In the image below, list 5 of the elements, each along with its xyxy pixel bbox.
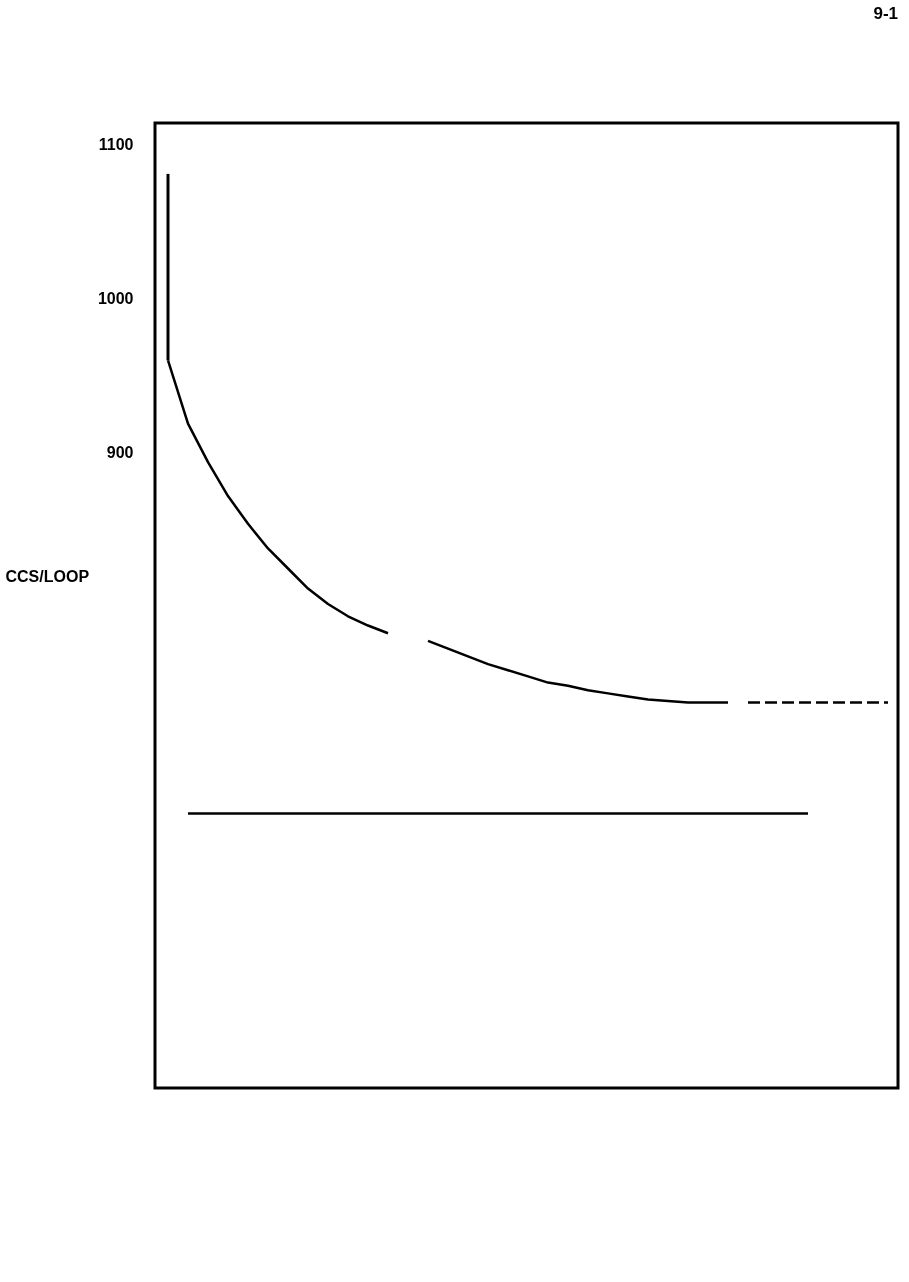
y-tick-label: 1100	[98, 136, 134, 154]
y-tick-label: 1000	[97, 290, 134, 308]
y-axis-title: CCS/LOOP	[5, 567, 90, 585]
text: 9-1	[873, 4, 898, 23]
y-tick-label: 900	[106, 444, 134, 462]
